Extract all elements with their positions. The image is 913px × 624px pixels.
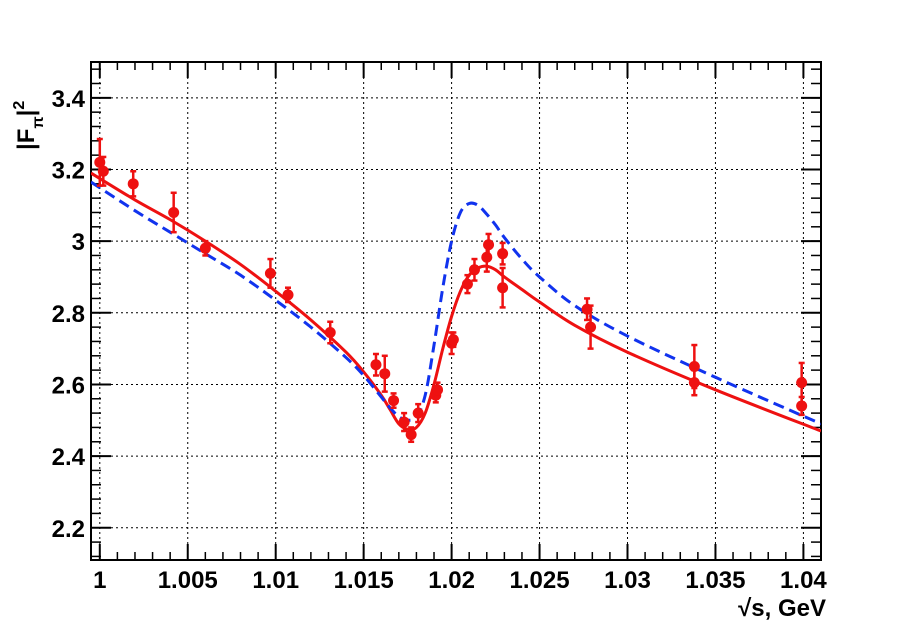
data-point: [398, 416, 410, 428]
data-point: [168, 206, 180, 218]
x-tick-label: 1.01: [252, 567, 299, 594]
data-point: [405, 429, 417, 441]
data-point: [447, 334, 459, 346]
x-axis-title: √s, GeV: [738, 595, 826, 622]
y-tick-labels: 2.2 2.4 2.6 2.8 3 3.2 3.4: [52, 86, 86, 543]
y-tick-label: 3.4: [52, 86, 86, 113]
data-point: [127, 178, 139, 190]
x-tick-label: 1.025: [510, 567, 570, 594]
fit-curve-solid: [91, 171, 821, 433]
data-point: [468, 264, 480, 276]
data-point: [483, 239, 495, 251]
y-tick-label: 2.4: [52, 444, 86, 471]
fit-curve-dashed: [91, 180, 821, 426]
data-point: [199, 242, 211, 254]
y-axis-title-sup: 2: [11, 101, 28, 110]
axis-ticks: [91, 62, 822, 560]
x-tick-label: 1: [93, 567, 106, 594]
fit-curves: [91, 171, 821, 433]
x-tick-label: 1.04: [780, 567, 827, 594]
x-tick-label: 1.03: [604, 567, 651, 594]
data-point: [688, 377, 700, 389]
data-point: [432, 384, 444, 396]
data-points: [94, 137, 808, 444]
data-point: [264, 267, 276, 279]
data-point: [585, 321, 597, 333]
data-point: [412, 407, 424, 419]
data-point: [497, 248, 509, 260]
y-axis-title-close: |: [13, 110, 40, 117]
data-point: [324, 326, 336, 338]
data-point: [461, 278, 473, 290]
data-point: [796, 377, 808, 389]
data-point: [282, 289, 294, 301]
y-tick-label: 2.8: [52, 301, 85, 328]
grid: [91, 62, 821, 560]
data-point: [97, 165, 109, 177]
data-point: [796, 400, 808, 412]
data-point: [481, 251, 493, 263]
y-tick-label: 2.6: [52, 372, 85, 399]
plot-frame: [90, 61, 822, 561]
y-tick-label: 3.2: [52, 157, 85, 184]
x-tick-label: 1.02: [428, 567, 475, 594]
y-tick-label: 3: [72, 229, 85, 256]
y-tick-label: 2.2: [52, 516, 85, 543]
y-axis-title-sub: π: [30, 116, 47, 128]
data-point: [379, 368, 391, 380]
x-tick-labels: 1 1.005 1.01 1.015 1.02 1.025 1.03 1.035 1.04: [93, 567, 827, 594]
data-point: [497, 282, 509, 294]
data-point: [370, 359, 382, 371]
x-tick-label: 1.005: [158, 567, 218, 594]
y-axis-title: |Fπ|2: [11, 101, 47, 150]
x-tick-label: 1.035: [685, 567, 745, 594]
y-axis-title-main: |F: [13, 129, 40, 150]
x-tick-label: 1.015: [334, 567, 394, 594]
data-point: [388, 395, 400, 407]
